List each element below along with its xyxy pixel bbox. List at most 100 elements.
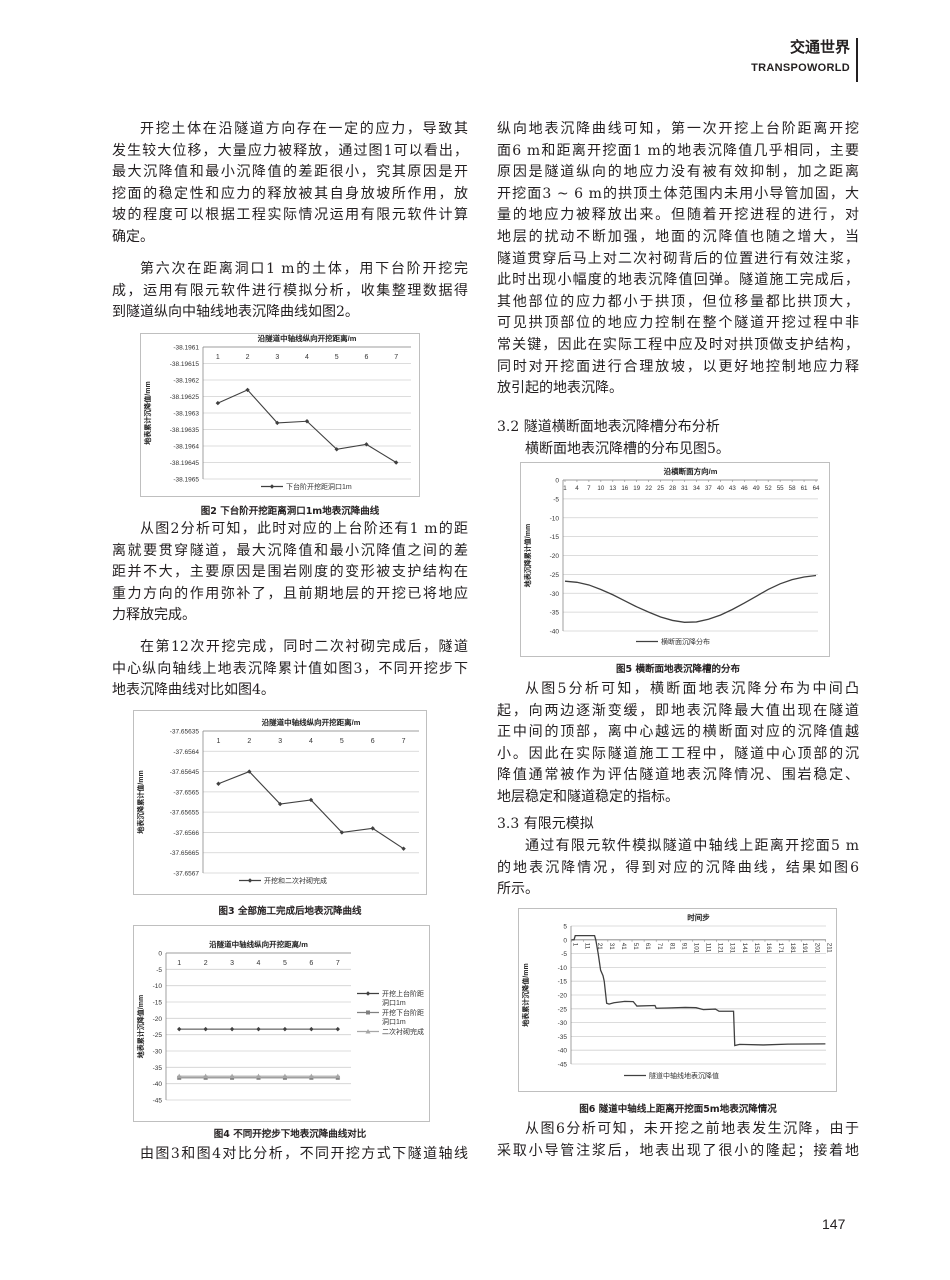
text-line: 地层的扰动不断加强，地面的沉降值也随之增大，当 [497,228,859,245]
page-number: 147 [822,1216,846,1232]
y-tick-label: -38.19615 [170,361,200,368]
x-tick-label: 31 [681,485,688,492]
text-line: 此时出现小幅度的地表沉降值回弹。隧道施工完成后， [497,272,859,289]
y-axis-label: 地表沉降累计值/mm [523,524,532,587]
y-tick-label: -15 [153,1000,163,1007]
chart-svg: -37.65635 -37.6564 -37.65645 -37.6565 -37.65… [136,717,419,885]
x-tick-label: 2 [247,738,251,745]
x-tick-label: 52 [765,485,772,492]
text-line: 通过有限元软件模拟隧道中轴线上距离开挖面5 m [525,838,859,854]
series-line [218,770,404,850]
x-tick-label: 3 [278,738,282,745]
journal-title-cn: 交通世界 [789,38,850,56]
x-tick-label: 31 [608,943,615,950]
x-tick-label: 21 [596,943,603,950]
x-tick-label: 1 [572,943,579,947]
text-line: 其他部位的应力都小于拱顶，但位移量都比拱顶大， [497,293,859,310]
x-tick-label: 37 [705,485,712,492]
y-tick-label: -10 [558,965,568,972]
x-tick-label: 2 [246,354,250,361]
y-tick-label: -25 [153,1032,163,1039]
y-tick-label: -37.6565 [173,789,199,796]
chart-title: 时间步 [687,912,710,922]
y-tick-label: -5 [561,951,567,958]
x-tick-label: 28 [669,485,676,492]
figure-3-chart: -37.65635 -37.6564 -37.65645 -37.6565 -37.65… [133,710,427,895]
x-tick-label: 22 [645,485,652,492]
x-tick-label: 40 [717,485,724,492]
x-tick-label: 61 [801,485,808,492]
text-line: 所示。 [497,881,539,898]
data-point-marker [365,991,371,996]
x-tick-label: 101 [692,943,699,954]
data-point-marker [335,1073,341,1079]
text-line: 从图5分析可知，横断面地表沉降分布为中间凸 [525,681,859,697]
y-tick-label: -45 [558,1062,568,1069]
y-tick-label: -38.1961 [173,345,199,352]
x-tick-label: 34 [693,485,700,492]
x-tick-label: 4 [257,960,261,967]
legend-label: 下台阶开挖距洞口1m [286,482,352,491]
x-tick-label: 7 [336,960,340,967]
chart-svg: 0 -5 -10 -15 -20 -25 -30 -35 -40 -45 沿隧道中轴线纵向开挖距离/… [136,939,424,1105]
data-point-marker [277,801,283,807]
figure-5-chart: 0 -5 -10 -15 -20 -25 -30 -35 -40 沿横断面方向/m 地表沉降累计值/… [520,462,830,657]
data-point-marker [176,1073,182,1079]
data-point-marker [309,1026,314,1032]
paragraph: 从图2分析可知，此时对应的上台阶还有1 m的距 离就要贯穿隧道，最大沉降值和最小沉… [112,519,468,627]
x-tick-label: 151 [753,943,760,954]
y-tick-label: -37.65655 [170,810,200,817]
x-tick-label: 191 [801,943,808,954]
x-tick-label: 131 [729,943,736,954]
legend-label: 洞口1m [382,998,406,1007]
y-tick-label: -20 [550,553,560,560]
x-tick-label: 1 [563,485,567,492]
y-tick-label: -30 [558,1020,568,1027]
data-point-marker [282,1026,288,1032]
x-tick-label: 61 [644,943,651,950]
x-tick-label: 55 [777,485,784,492]
text-line: 常关键，因此在实际工程中应及时对拱顶做支护结构， [497,336,859,353]
paragraph: 从图6分析可知，未开挖之前地表发生沉降，由于 采取小导管注浆后，地表出现了很小的隆… [497,1119,859,1162]
text-line: 起，向两边逐渐变缓，即地表沉降最大值出现在隧道 [497,702,859,719]
y-tick-label: -38.1964 [173,444,199,451]
x-tick-label: 7 [402,738,406,745]
text-line: 在第12次开挖完成，同时二次衬砌完成后，隧道 [140,639,468,655]
x-tick-label: 51 [632,943,639,950]
y-tick-label: -30 [550,591,560,598]
data-point-marker [308,797,314,803]
y-tick-label: 0 [158,951,162,958]
x-tick-label: 10 [597,485,604,492]
y-tick-label: -40 [153,1081,163,1088]
data-point-marker [304,419,310,424]
x-tick-label: 49 [753,485,760,492]
text-line: 正中间的顶部，离中心越远的横断面对应的沉降值越 [497,724,859,741]
y-tick-label: -15 [550,534,560,541]
x-tick-label: 11 [584,943,591,950]
text-line: 放引起的地表沉降。 [497,380,623,397]
text-line: 横断面地表沉降槽的分布见图5。 [525,441,730,457]
y-tick-label: -10 [153,983,163,990]
chart-title: 沿隧道中轴线纵向开挖距离/m [209,939,308,949]
legend-label: 开挖下台阶距 [382,1008,424,1017]
text-line: 可见拱顶部位的地应力控制在整个隧道开挖过程中非 [497,315,859,332]
y-tick-label: -35 [558,1034,568,1041]
text-line: 地层稳定和隧道稳定的指标。 [497,788,679,805]
data-point-marker [364,442,369,447]
text-line: 从图6分析可知，未开挖之前地表发生沉降，由于 [525,1121,859,1137]
x-tick-label: 2 [204,960,208,967]
text-line: 开挖面3 ~ 6 m的拱顶土体范围内未用小导管加固，大 [497,185,859,202]
x-tick-label: 81 [668,943,675,950]
x-tick-label: 16 [621,485,628,492]
text-line: 确定。 [112,228,154,245]
chart-svg: -38.1961 -38.19615 -38.1962 -38.19625 -38.19… [143,334,411,491]
legend-label: 横断面沉降分布 [661,637,710,646]
data-point-marker [334,447,339,452]
chart-title: 沿隧道中轴线纵向开挖距离/m [258,334,357,343]
x-tick-label: 111 [705,943,712,953]
chart-title: 沿横断面方向/m [664,466,718,476]
paragraph: 纵向地表沉降曲线可知，第一次开挖上台阶距离开挖 面6 m和距离开挖面1 m的地表沉… [497,119,859,400]
legend-label: 隧道中轴线地表沉降值 [649,1071,719,1080]
text-line: 坡的程度可以根据工程实际情况运用有限元软件计算 [112,207,468,224]
x-tick-label: 7 [587,485,591,492]
